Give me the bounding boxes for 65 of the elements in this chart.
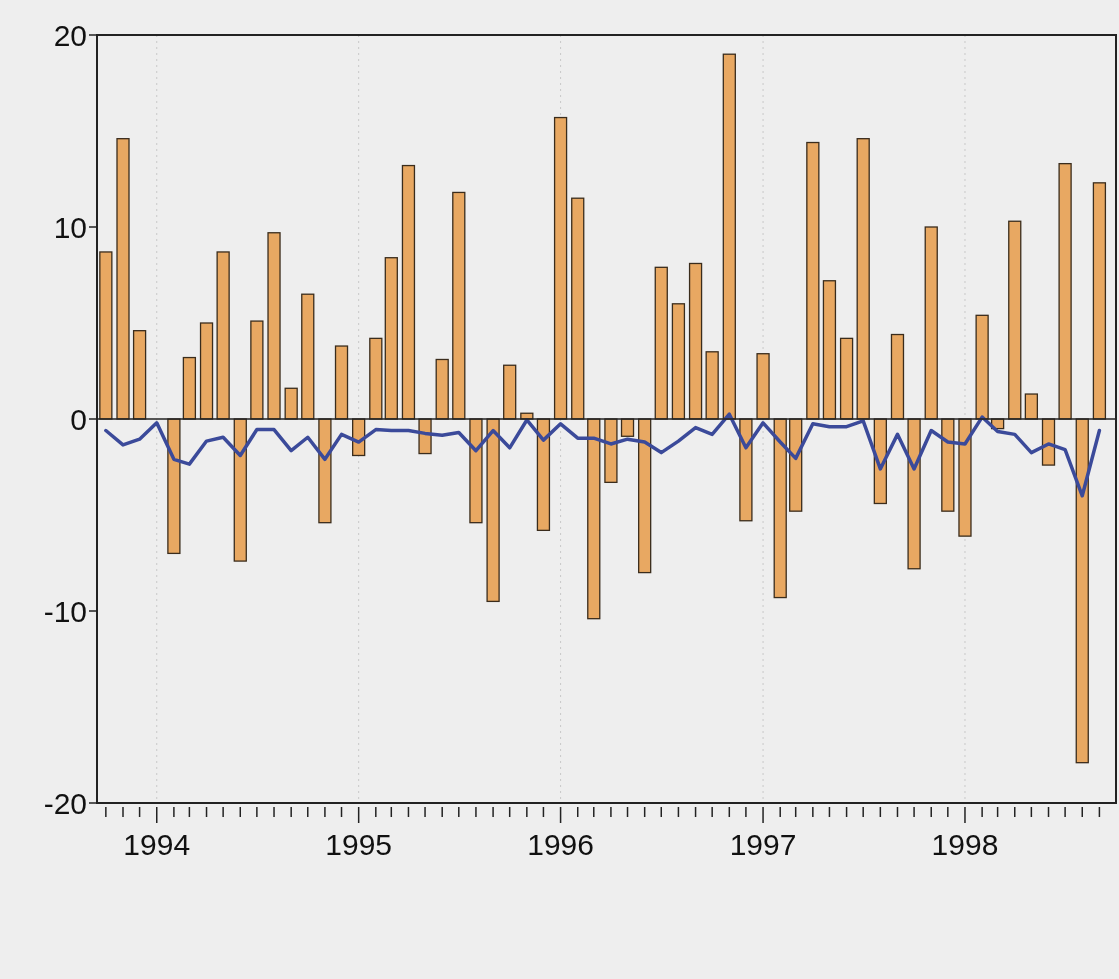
line-series xyxy=(104,412,1102,498)
bar xyxy=(401,164,416,420)
x-tick-label: 1994 xyxy=(123,828,191,861)
bar xyxy=(267,232,281,420)
bar xyxy=(571,197,585,420)
bar xyxy=(806,141,820,420)
bar xyxy=(1008,220,1022,420)
bar xyxy=(924,226,938,420)
bar xyxy=(182,356,197,420)
bar xyxy=(536,418,551,532)
bar xyxy=(1024,393,1039,420)
bar xyxy=(250,320,264,420)
bar xyxy=(418,418,432,455)
bar xyxy=(907,418,921,570)
bar xyxy=(167,418,181,555)
bar xyxy=(452,191,466,420)
y-tick-label: 10 xyxy=(53,210,87,244)
bar xyxy=(856,138,870,420)
bar xyxy=(132,330,147,420)
bar xyxy=(587,418,601,620)
bar xyxy=(486,418,500,603)
bar xyxy=(822,280,837,420)
bar xyxy=(469,418,483,524)
bar xyxy=(654,266,668,420)
bar xyxy=(503,364,517,420)
bar xyxy=(435,358,449,420)
bar xyxy=(620,418,635,437)
bar xyxy=(739,418,753,522)
bar xyxy=(384,257,398,420)
bar xyxy=(284,387,298,420)
bar xyxy=(756,353,770,420)
bar xyxy=(1092,182,1107,420)
y-tick-label: -10 xyxy=(43,594,87,628)
bar xyxy=(318,418,332,524)
x-tick-label: 1997 xyxy=(729,828,797,861)
bar xyxy=(199,322,214,420)
bar xyxy=(1058,162,1072,420)
bar xyxy=(638,418,652,574)
x-tick-label: 1996 xyxy=(527,828,594,861)
bar xyxy=(216,251,230,420)
bar xyxy=(958,418,972,537)
bar xyxy=(722,53,736,420)
bar xyxy=(1075,418,1089,764)
x-tick-label: 1995 xyxy=(325,828,393,861)
x-tick-label: 1998 xyxy=(931,828,999,861)
bar xyxy=(789,418,803,512)
bar xyxy=(975,314,989,420)
bar xyxy=(233,418,247,562)
bar xyxy=(705,351,719,420)
bar xyxy=(688,262,703,420)
bar xyxy=(553,116,568,420)
bar xyxy=(99,251,113,420)
bar xyxy=(334,345,349,420)
bar xyxy=(941,418,955,512)
bar xyxy=(839,337,854,420)
bar xyxy=(369,337,383,420)
y-tick-label: -20 xyxy=(43,786,87,820)
bar xyxy=(773,418,787,599)
y-tick-label: 0 xyxy=(70,402,87,436)
bar xyxy=(301,293,315,420)
bar xyxy=(671,303,686,420)
bar xyxy=(890,333,905,420)
bar xyxy=(116,138,130,420)
y-tick-label: 20 xyxy=(53,18,87,52)
bar xyxy=(604,418,618,484)
